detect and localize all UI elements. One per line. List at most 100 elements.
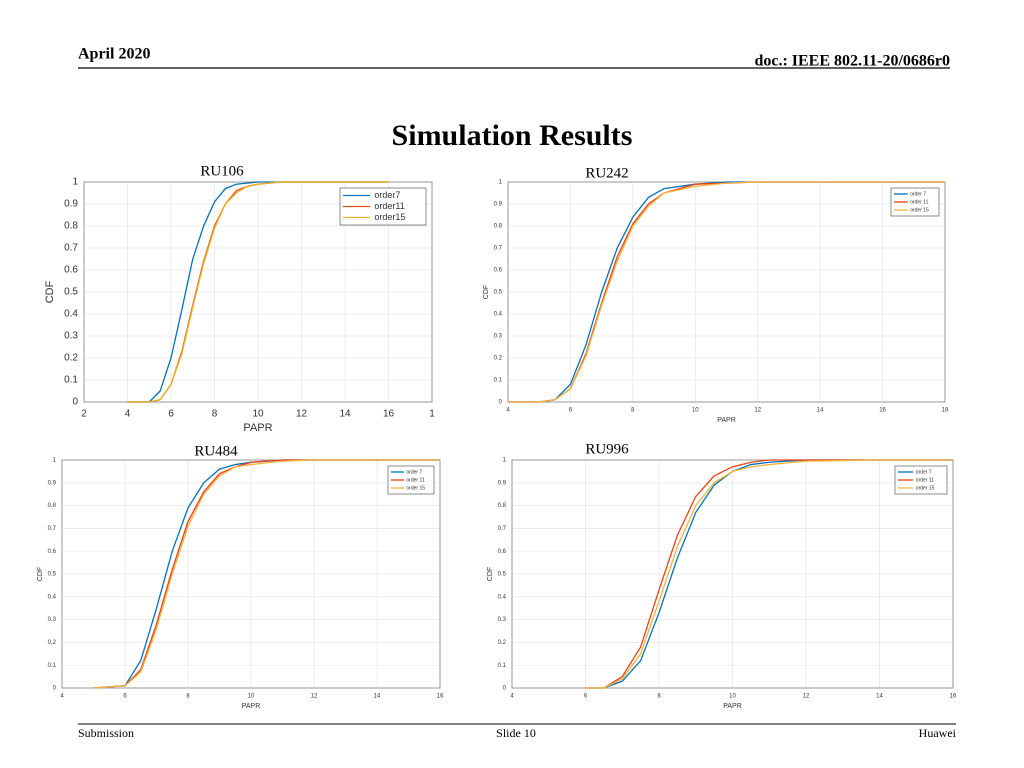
y-tick-label: 0	[72, 397, 78, 408]
x-tick-label: 4	[506, 408, 510, 414]
y-tick-label: 0.8	[494, 224, 503, 230]
plot-frame	[511, 459, 954, 689]
x-tick-label: 4	[510, 694, 514, 700]
y-tick-label: 1	[53, 458, 57, 464]
legend-label: order 11	[406, 477, 424, 483]
legend-label: order 11	[916, 477, 934, 483]
y-tick-label: 0.6	[48, 549, 57, 555]
cdf-line	[93, 459, 440, 689]
cdf-line	[127, 181, 389, 403]
x-tick-label: 16	[437, 694, 444, 700]
legend-label: order15	[374, 212, 405, 222]
chart-title: RU106	[200, 163, 244, 179]
legend-label: order 15	[406, 485, 425, 491]
y-tick-label: 0.5	[64, 287, 78, 298]
x-tick-label: 12	[311, 694, 318, 700]
y-tick-label: 1	[499, 180, 503, 186]
header-doc: doc.: IEEE 802.11-20/0686r0	[754, 53, 950, 70]
y-tick-label: 0.6	[494, 268, 503, 274]
chart-title: RU242	[585, 165, 628, 181]
legend-label: order 15	[910, 207, 929, 213]
x-tick-label: 14	[374, 694, 381, 700]
x-tick-label: 12	[803, 694, 810, 700]
footer-right: Huawei	[919, 726, 957, 740]
x-tick-label: 8	[212, 409, 218, 420]
x-tick-label: 16	[383, 409, 395, 420]
y-tick-label: 0.7	[48, 526, 57, 532]
y-tick-label: 0.9	[494, 202, 503, 208]
y-tick-label: 0.8	[64, 221, 78, 232]
y-tick-label: 0.9	[48, 480, 57, 486]
y-tick-label: 0.1	[494, 378, 503, 384]
x-tick-label: 14	[817, 408, 824, 414]
y-tick-label: 0.3	[48, 617, 57, 623]
y-tick-label: 0.5	[494, 290, 503, 296]
x-tick-label: 10	[248, 694, 255, 700]
y-tick-label: 1	[503, 458, 507, 464]
y-tick-label: 0.4	[498, 594, 507, 600]
y-tick-label: 0.7	[64, 243, 78, 254]
y-tick-label: 0.3	[494, 334, 503, 340]
legend-label: order 7	[406, 469, 422, 475]
y-tick-label: 0.9	[498, 480, 507, 486]
y-tick-label: 0.2	[494, 356, 503, 362]
x-tick-label: 8	[186, 694, 190, 700]
slide-title: Simulation Results	[392, 119, 633, 152]
x-tick-label: 16	[879, 408, 886, 414]
y-tick-label: 0.4	[48, 594, 57, 600]
legend-label: order 7	[910, 191, 926, 197]
legend-label: order 11	[910, 199, 928, 205]
y-tick-label: 0.5	[498, 572, 507, 578]
x-tick-label: 18	[942, 408, 949, 414]
cdf-line	[508, 181, 945, 403]
x-tick-label: 6	[123, 694, 127, 700]
y-axis-label: CDF	[483, 285, 490, 299]
x-tick-label: 8	[657, 694, 661, 700]
x-tick-label: 10	[729, 694, 736, 700]
chart-title: RU996	[585, 441, 629, 457]
x-axis-label: PAPR	[723, 703, 742, 710]
y-axis-label: CDF	[37, 567, 44, 581]
y-tick-label: 0.2	[498, 640, 507, 646]
x-tick-label: 2	[81, 409, 87, 420]
y-tick-label: 0.7	[494, 246, 503, 252]
y-tick-label: 0.4	[494, 312, 503, 318]
y-tick-label: 0	[503, 686, 507, 692]
y-axis-label: CDF	[487, 567, 494, 581]
x-tick-label: 16	[950, 694, 957, 700]
y-tick-label: 0.8	[48, 503, 57, 509]
y-tick-label: 0.1	[64, 375, 78, 386]
y-tick-label: 0.1	[498, 663, 507, 669]
legend-label: order7	[374, 190, 400, 200]
footer-center: Slide 10	[496, 726, 536, 740]
y-tick-label: 0.7	[498, 526, 507, 532]
legend-label: order11	[374, 201, 404, 211]
plot-frame	[61, 459, 441, 689]
x-tick-label: 14	[876, 694, 883, 700]
legend-label: order 15	[916, 485, 935, 491]
x-tick-label: 6	[168, 409, 174, 420]
y-tick-label: 0.6	[64, 265, 78, 276]
x-tick-label: 12	[754, 408, 761, 414]
x-tick-label: 4	[125, 409, 131, 420]
y-tick-label: 0.5	[48, 572, 57, 578]
x-tick-label: 6	[569, 408, 573, 414]
y-tick-label: 0.9	[64, 199, 78, 210]
y-tick-label: 0	[53, 686, 57, 692]
y-tick-label: 1	[72, 177, 78, 188]
y-axis-label: CDF	[44, 280, 56, 303]
y-tick-label: 0.6	[498, 549, 507, 555]
legend-label: order 7	[916, 469, 932, 475]
y-tick-label: 0.8	[498, 503, 507, 509]
x-axis-label: PAPR	[242, 703, 261, 710]
footer-left: Submission	[78, 726, 134, 740]
x-tick-label: 6	[584, 694, 588, 700]
cdf-line	[585, 459, 953, 689]
cdf-line	[585, 459, 953, 689]
y-tick-label: 0.2	[48, 640, 57, 646]
chart-title: RU484	[194, 443, 238, 459]
y-tick-label: 0.2	[64, 353, 78, 364]
y-tick-label: 0.4	[64, 309, 78, 320]
x-tick-label: 4	[60, 694, 64, 700]
